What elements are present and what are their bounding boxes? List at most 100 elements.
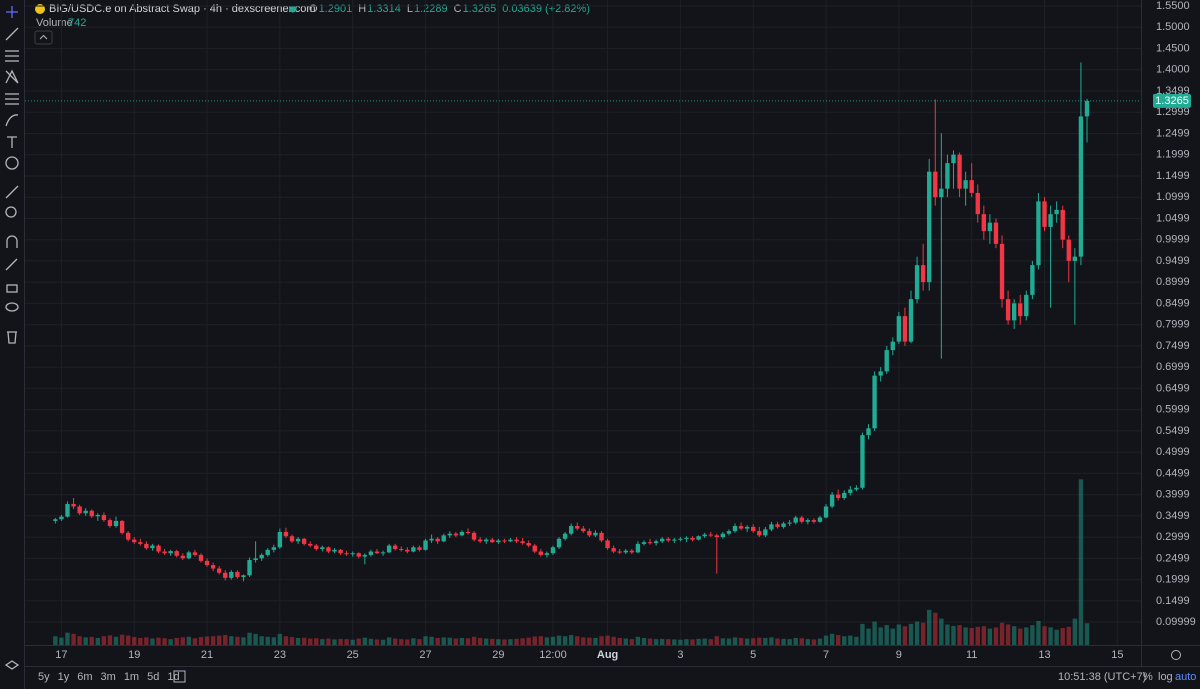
collapse-button[interactable] bbox=[34, 30, 53, 45]
lock-tool[interactable] bbox=[6, 284, 18, 293]
candle-body bbox=[405, 549, 410, 552]
candle-body bbox=[277, 531, 283, 548]
x-tick-label: 17 bbox=[55, 649, 67, 661]
lines-tool[interactable] bbox=[5, 50, 19, 62]
range-button[interactable]: 6m bbox=[77, 671, 92, 683]
fib-tool[interactable] bbox=[5, 93, 19, 105]
volume-bar bbox=[854, 636, 859, 645]
volume-bar bbox=[793, 637, 798, 645]
candle-body bbox=[326, 547, 331, 552]
volume-bar bbox=[508, 639, 513, 645]
volume-bar bbox=[113, 636, 119, 645]
candle-body bbox=[1042, 201, 1047, 227]
volume-bar bbox=[708, 639, 713, 645]
emoji-tool[interactable] bbox=[5, 156, 19, 170]
volume-bar bbox=[247, 632, 252, 645]
candle-body bbox=[981, 214, 987, 232]
candle-body bbox=[301, 538, 307, 544]
volume-bar bbox=[271, 637, 276, 645]
crosshair-tool[interactable] bbox=[6, 6, 18, 18]
volume-bar bbox=[344, 639, 349, 645]
candle-body bbox=[138, 542, 143, 544]
magnet-tool[interactable] bbox=[6, 235, 18, 248]
zoom-tool[interactable] bbox=[5, 206, 17, 218]
candle-body bbox=[235, 571, 240, 578]
candle-body bbox=[720, 533, 726, 538]
volume-bar bbox=[265, 636, 270, 645]
candle-body bbox=[259, 554, 264, 559]
volume-bar bbox=[314, 638, 319, 645]
candle-body bbox=[526, 543, 531, 546]
candle-body bbox=[441, 535, 446, 542]
x-tick-label: 21 bbox=[201, 649, 213, 661]
range-button[interactable]: 5d bbox=[147, 671, 159, 683]
volume-bar bbox=[927, 609, 932, 645]
x-tick-label: 25 bbox=[347, 649, 359, 661]
legend-value: 1.3314 bbox=[367, 3, 401, 15]
volume-bar bbox=[338, 638, 343, 645]
volume-bar bbox=[823, 635, 829, 645]
candle-body bbox=[180, 555, 185, 559]
y-tick-label: 1.5000 bbox=[1156, 21, 1190, 33]
volume-bar bbox=[769, 637, 774, 645]
volume-bar bbox=[933, 612, 938, 645]
y-tick-label: 0.9499 bbox=[1156, 255, 1190, 267]
candle-body bbox=[168, 551, 173, 554]
range-button[interactable]: 1d bbox=[167, 671, 179, 683]
symbol-title: BIG/USDC.e on Abstract Swap · 4h · dexsc… bbox=[49, 3, 316, 15]
y-tick-label: 1.2999 bbox=[1156, 106, 1190, 118]
layers-tool[interactable] bbox=[4, 660, 20, 670]
date-range-icon[interactable] bbox=[173, 670, 186, 683]
hide-tool[interactable] bbox=[5, 302, 19, 312]
text-tool[interactable] bbox=[7, 136, 17, 148]
candle-body bbox=[465, 531, 471, 533]
clock: 10:51:38 (UTC+7) bbox=[1058, 671, 1146, 683]
brush-tool[interactable] bbox=[5, 114, 19, 127]
candle-body bbox=[380, 552, 386, 554]
candle-body bbox=[866, 428, 871, 436]
candle-body bbox=[59, 516, 64, 520]
volume-bar bbox=[963, 627, 968, 645]
volume-bar bbox=[526, 637, 531, 645]
volume-bar bbox=[890, 628, 895, 645]
scale-button[interactable]: auto bbox=[1175, 671, 1196, 683]
delete-tool[interactable] bbox=[7, 331, 17, 344]
volume-value: 742 bbox=[68, 17, 86, 29]
candle-body bbox=[1072, 256, 1078, 261]
y-tick-label: 0.2499 bbox=[1156, 552, 1190, 564]
range-button[interactable]: 1y bbox=[58, 671, 70, 683]
volume-bar bbox=[1078, 479, 1084, 645]
candle-body bbox=[829, 494, 835, 507]
candle-body bbox=[1018, 303, 1023, 317]
pattern-tool[interactable] bbox=[5, 69, 19, 84]
range-button[interactable]: 3m bbox=[101, 671, 116, 683]
y-tick-label: 0.6999 bbox=[1156, 361, 1190, 373]
x-tick-label: 5 bbox=[750, 649, 756, 661]
candle-body bbox=[884, 350, 889, 372]
scale-button[interactable]: % bbox=[1143, 671, 1153, 683]
candle-body bbox=[283, 531, 289, 537]
stay-drawing-tool[interactable] bbox=[5, 258, 18, 271]
candle-body bbox=[999, 243, 1005, 300]
candle-body bbox=[53, 519, 58, 521]
range-button[interactable]: 1m bbox=[124, 671, 139, 683]
candle-body bbox=[1036, 201, 1041, 266]
volume-bar bbox=[1060, 627, 1065, 645]
candle-body bbox=[945, 163, 950, 189]
volume-bar bbox=[490, 638, 495, 645]
y-tick-label: 0.8999 bbox=[1156, 276, 1190, 288]
volume-bar bbox=[1005, 624, 1011, 645]
candle-body bbox=[113, 520, 119, 527]
volume-bar bbox=[356, 638, 361, 645]
settings-icon[interactable] bbox=[1171, 650, 1181, 660]
y-tick-label: 1.4000 bbox=[1156, 64, 1190, 76]
volume-bar bbox=[374, 639, 380, 645]
ruler-tool[interactable] bbox=[5, 185, 19, 199]
candle-body bbox=[896, 316, 902, 342]
volume-bar bbox=[453, 638, 459, 645]
trendline-tool[interactable] bbox=[5, 27, 19, 41]
scale-button[interactable]: log bbox=[1158, 671, 1173, 683]
candle-body bbox=[502, 540, 507, 542]
range-button[interactable]: 5y bbox=[38, 671, 50, 683]
volume-bar bbox=[459, 637, 465, 645]
